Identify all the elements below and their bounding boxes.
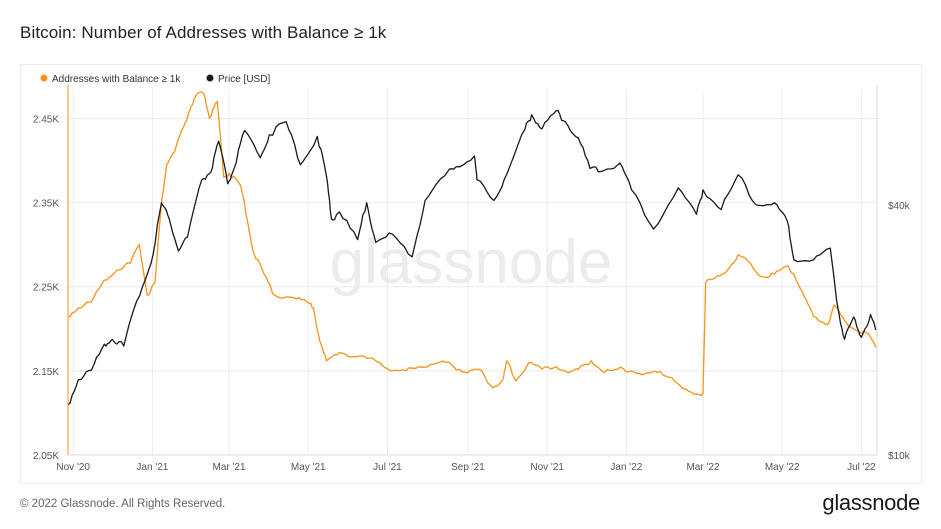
x-tick-label: Sep '21 bbox=[451, 462, 485, 473]
x-tick-label: Jan '21 bbox=[136, 462, 168, 473]
legend-label-addresses[interactable]: Addresses with Balance ≥ 1k bbox=[52, 74, 181, 85]
y-right-tick-label: $40k bbox=[888, 201, 911, 212]
series-layer bbox=[67, 91, 877, 406]
x-tick-label: Jan '22 bbox=[610, 462, 642, 473]
series-line-price[interactable] bbox=[67, 109, 877, 406]
legend-label-price[interactable]: Price [USD] bbox=[218, 74, 270, 85]
x-tick-label: May '22 bbox=[765, 462, 800, 473]
y-left-tick-label: 2.25K bbox=[33, 283, 59, 294]
series-line-addresses[interactable] bbox=[67, 91, 877, 397]
x-tick-label: Jul '21 bbox=[373, 462, 402, 473]
x-tick-label: Jul '22 bbox=[847, 462, 876, 473]
y-left-tick-label: 2.35K bbox=[33, 199, 59, 210]
legend-dot-addresses bbox=[40, 74, 48, 82]
x-tick-label: May '21 bbox=[291, 462, 326, 473]
y-left-tick-label: 2.15K bbox=[33, 367, 59, 378]
legend[interactable]: Addresses with Balance ≥ 1k Price [USD] bbox=[40, 74, 271, 85]
y-left-tick-label: 2.45K bbox=[33, 114, 59, 125]
x-tick-label: Nov '20 bbox=[56, 462, 90, 473]
copyright-text: © 2022 Glassnode. All Rights Reserved. bbox=[20, 498, 226, 510]
x-tick-label: Mar '22 bbox=[686, 462, 719, 473]
chart-panel: glassnode 2.45K 2.35K 2.25K 2.15K 2.05K Nov '… bbox=[20, 64, 922, 484]
page-title: Bitcoin: Number of Addresses with Balanc… bbox=[20, 23, 387, 42]
watermark: glassnode bbox=[330, 228, 613, 297]
brand-logo: glassnode bbox=[822, 490, 920, 515]
y-left-tick-label: 2.05K bbox=[33, 451, 59, 462]
x-tick-label: Mar '21 bbox=[212, 462, 245, 473]
y-right-tick-label: $10k bbox=[888, 451, 911, 462]
legend-dot-price bbox=[206, 74, 214, 82]
x-tick-label: Nov '21 bbox=[530, 462, 564, 473]
